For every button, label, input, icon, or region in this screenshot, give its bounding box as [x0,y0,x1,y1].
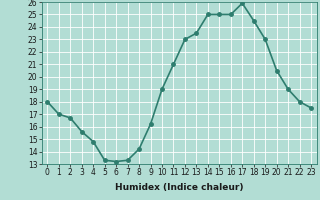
X-axis label: Humidex (Indice chaleur): Humidex (Indice chaleur) [115,183,244,192]
